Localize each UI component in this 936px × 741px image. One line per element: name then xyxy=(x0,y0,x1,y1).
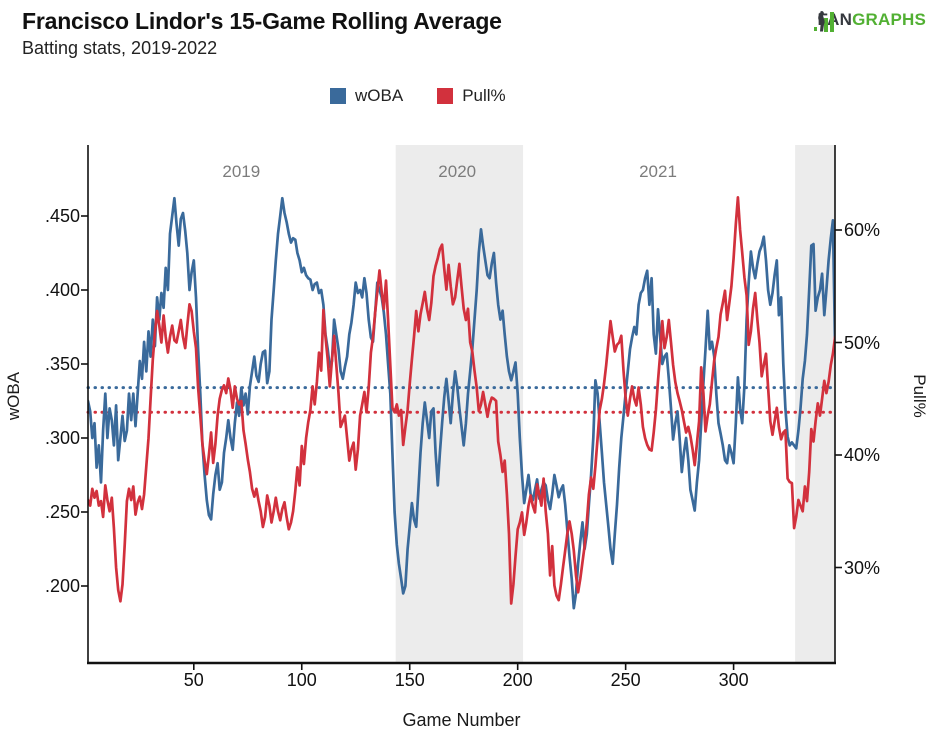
right-axis-title: Pull% xyxy=(910,374,929,418)
left-tick-label: .250 xyxy=(44,502,80,522)
x-tick-label: 100 xyxy=(286,670,317,690)
left-tick-label: .400 xyxy=(44,280,80,300)
year-label-2020: 2020 xyxy=(438,162,477,181)
legend: wOBA Pull% xyxy=(330,86,506,106)
year-label-2019: 2019 xyxy=(222,162,261,181)
year-label-2021: 2021 xyxy=(639,162,677,181)
x-tick-label: 50 xyxy=(183,670,204,690)
x-tick-label: 200 xyxy=(502,670,533,690)
right-tick-label: 30% xyxy=(844,557,881,578)
page-title: Francisco Lindor's 15-Game Rolling Avera… xyxy=(22,8,502,34)
fangraphs-logo: FANGRAPHS xyxy=(814,10,926,32)
series-line-pull xyxy=(88,196,835,605)
right-tick-label: 40% xyxy=(844,445,881,465)
chart-subtitle: Batting stats, 2019-2022 xyxy=(22,38,218,58)
x-tick-label: 300 xyxy=(718,670,749,690)
left-tick-label: .300 xyxy=(44,428,80,448)
left-tick-label: .200 xyxy=(44,576,80,596)
x-tick-label: 250 xyxy=(610,670,641,690)
legend-label-woba: wOBA xyxy=(355,86,404,105)
series-line-woba xyxy=(88,196,835,610)
right-tick-label: 50% xyxy=(844,332,881,353)
x-tick-label: 150 xyxy=(394,670,425,690)
pull-swatch xyxy=(437,88,454,104)
legend-label-pull: Pull% xyxy=(462,86,506,105)
woba-swatch xyxy=(330,88,346,104)
x-axis-title: Game Number xyxy=(402,710,521,730)
left-axis-title: wOBA xyxy=(4,371,23,421)
left-tick-label: .450 xyxy=(44,206,80,226)
left-tick-label: .350 xyxy=(44,354,80,374)
legend-item-woba: wOBA xyxy=(330,86,403,106)
right-tick-label: 60% xyxy=(844,220,881,240)
logo-text-graphs: GRAPHS xyxy=(852,10,926,29)
legend-item-pull: Pull% xyxy=(437,86,506,106)
